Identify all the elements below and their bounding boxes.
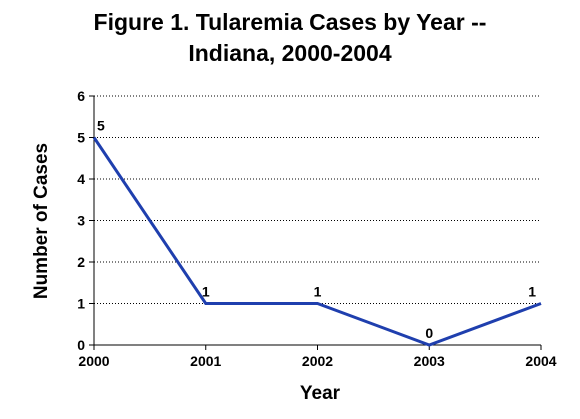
y-tick-label: 0 bbox=[77, 337, 85, 353]
x-tick-labels: 2000 2001 2002 2003 2004 bbox=[78, 353, 556, 369]
chart-title-line-1: Figure 1. Tularemia Cases by Year -- bbox=[94, 9, 487, 35]
data-label: 0 bbox=[425, 325, 433, 341]
y-tick-labels: 0 1 2 3 4 5 6 bbox=[77, 88, 85, 353]
y-tick-label: 4 bbox=[77, 171, 85, 187]
data-label: 1 bbox=[202, 284, 210, 300]
chart-title-line-2: Indiana, 2000-2004 bbox=[188, 40, 391, 66]
x-tick-label: 2002 bbox=[302, 353, 333, 369]
x-axis-title: Year bbox=[300, 383, 341, 404]
x-tick-label: 2004 bbox=[525, 353, 556, 369]
data-label: 5 bbox=[97, 118, 105, 134]
y-tick-label: 1 bbox=[77, 296, 85, 312]
y-tick-label: 5 bbox=[77, 130, 85, 146]
x-tick-label: 2001 bbox=[190, 353, 221, 369]
series bbox=[92, 136, 542, 347]
axes bbox=[89, 95, 542, 350]
data-labels: 5 1 1 0 1 bbox=[97, 118, 536, 342]
y-tick-label: 2 bbox=[77, 254, 85, 270]
x-tick-label: 2003 bbox=[414, 353, 445, 369]
data-label: 1 bbox=[314, 284, 322, 300]
gridlines bbox=[94, 95, 541, 304]
y-tick-label: 6 bbox=[77, 88, 85, 104]
data-label: 1 bbox=[528, 284, 536, 300]
x-tick-label: 2000 bbox=[78, 353, 109, 369]
series-line bbox=[92, 136, 542, 347]
y-axis-title: Number of Cases bbox=[31, 143, 52, 299]
y-tick-label: 3 bbox=[77, 213, 85, 229]
